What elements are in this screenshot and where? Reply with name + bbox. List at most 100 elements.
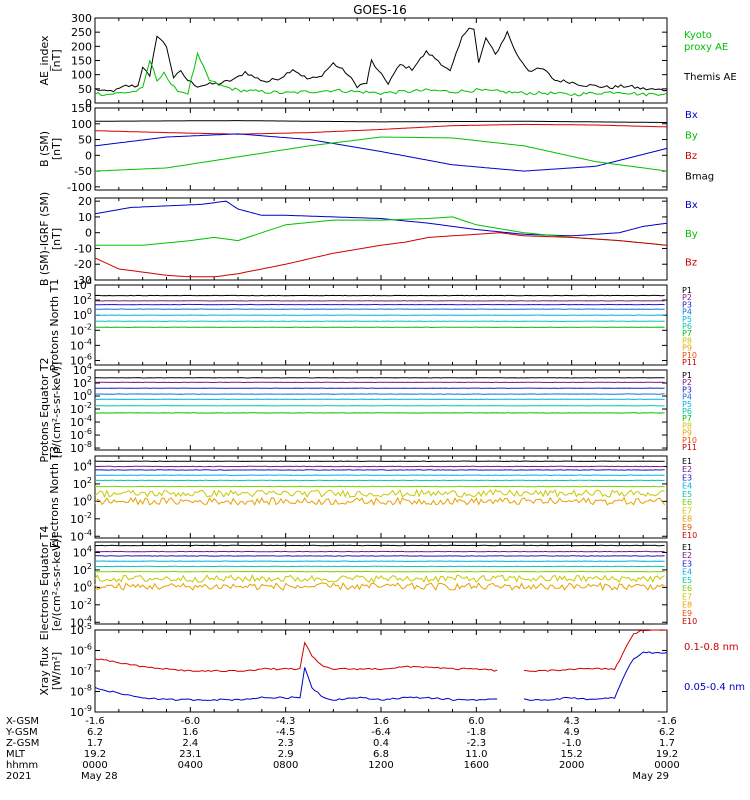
x-axis-value: 11.0	[465, 749, 487, 760]
channel-label: P3	[682, 300, 692, 309]
legend-label: Bmag	[685, 172, 714, 183]
y-tick-label: 102	[73, 375, 92, 390]
panel-frame	[94, 197, 668, 281]
y-axis-unit-label: [W/m²]	[50, 652, 63, 690]
y-tick-label: -100	[67, 181, 92, 194]
panel-8: 10-5 10-6 10-7 10-8 10-9 Xray flux [W/m²] 0.1-0…	[38, 622, 745, 719]
y-tick-label: 250	[71, 26, 92, 39]
x-axis-row-label: 2021	[6, 771, 31, 782]
series-line-by	[95, 216, 668, 246]
channel-label: E10	[682, 617, 697, 626]
channel-line-e3	[95, 555, 665, 557]
x-axis-value: 1.6	[182, 727, 198, 738]
y-tick-label: -30	[74, 274, 92, 287]
y-tick-label: 10-9	[70, 704, 92, 719]
x-axis-value: May 28	[81, 771, 118, 782]
series-line-bz	[94, 123, 668, 135]
y-axis-unit-label: [p/(cm²-s-sr-keV)]	[50, 362, 63, 459]
channel-label: E9	[682, 523, 692, 532]
x-axis-value: 1.7	[87, 738, 103, 749]
y-tick-label: 10-8	[70, 440, 92, 455]
x-axis-value: -2.3	[467, 738, 487, 749]
channel-label: E4	[682, 568, 692, 577]
y-tick-label: 150	[71, 102, 92, 115]
panel-7: 104 102 100 10-2 10-4 Electrons Equator T4 [e/…	[38, 526, 697, 641]
panel-frame	[94, 541, 668, 625]
channel-label: P3	[682, 385, 692, 394]
legend-label: Bz	[685, 151, 697, 162]
y-axis-label: Electrons North T3	[48, 446, 61, 548]
panel-3: 20 10 0 -10 -20 -30 B (SM)-IGRF (SM) [nT] Bx By Bz	[38, 192, 698, 287]
y-tick-label: 10-4	[70, 614, 92, 629]
channel-label: E1	[682, 457, 692, 466]
channel-label: P10	[682, 436, 697, 445]
channel-label: E6	[682, 584, 692, 593]
legend-label: Kyoto	[684, 30, 712, 41]
channel-label: P7	[682, 329, 692, 338]
legend-label: proxy AE	[684, 42, 728, 53]
y-tick-label: 100	[73, 579, 92, 594]
series-line-bz	[94, 232, 668, 278]
y-tick-label: 102	[73, 292, 92, 307]
y-tick-label: 10-4	[70, 337, 92, 352]
channel-label: P2	[682, 378, 692, 387]
channel-line-e8	[94, 496, 665, 506]
y-tick-label: 104	[73, 362, 92, 377]
y-tick-label: 20	[78, 195, 92, 208]
channel-line-e1	[94, 460, 665, 463]
channel-label: P11	[682, 443, 697, 452]
y-axis-unit-label: [nT]	[50, 228, 63, 250]
x-axis-value: -4.3	[276, 716, 296, 727]
channel-label: E7	[682, 592, 692, 601]
channel-label: E6	[682, 498, 692, 507]
channel-label: P9	[682, 429, 692, 438]
y-tick-label: 104	[73, 277, 92, 292]
x-axis-value: 0400	[178, 760, 203, 771]
x-axis-value: 19.2	[84, 749, 106, 760]
channel-label: E1	[682, 543, 692, 552]
series-line-0-05-0-4-nm	[94, 651, 668, 702]
channel-label: P8	[682, 421, 692, 430]
y-tick-label: 10-2	[70, 597, 92, 612]
channel-line-e3	[94, 469, 665, 471]
x-axis-table: X-GSM -1.6 -6.0 -4.3 1.6 6.0 4.3 -1.6Y-GSM 6.2 1.…	[5, 716, 680, 782]
y-tick-label: 10-8	[70, 684, 92, 699]
channel-label: P1	[682, 371, 692, 380]
y-tick-label: 10-4	[70, 414, 92, 429]
channel-label: E3	[682, 473, 692, 482]
channel-label: P4	[682, 308, 692, 317]
y-axis-unit-label: [nT]	[50, 49, 63, 71]
legend-label: 0.05-0.4 nm	[684, 682, 745, 693]
x-axis-value: 6.8	[373, 749, 389, 760]
channel-label: P9	[682, 344, 692, 353]
y-axis-label: AE_index	[38, 35, 51, 86]
channel-label: E8	[682, 601, 692, 610]
channel-label: E3	[682, 559, 692, 568]
channel-line-e7	[94, 574, 665, 584]
series-line-kyoto-proxy-ae	[94, 51, 668, 97]
x-axis-value: -1.6	[657, 716, 677, 727]
x-axis-row-label: hhmm	[6, 760, 38, 771]
channel-label: E2	[682, 465, 692, 474]
x-axis-value: 4.3	[564, 716, 580, 727]
x-axis-value: -6.4	[371, 727, 391, 738]
x-axis-row-label: Y-GSM	[5, 727, 38, 738]
y-axis-label: Protons Equator T2	[38, 357, 51, 462]
series-line-0-1-0-8-nm	[94, 629, 668, 673]
y-tick-label: 200	[71, 40, 92, 53]
x-axis-value: 2.3	[278, 738, 294, 749]
y-axis-label: B (SM)	[38, 131, 51, 167]
channel-label: P8	[682, 336, 692, 345]
x-axis-row-label: X-GSM	[6, 716, 39, 727]
y-tick-label: 0	[85, 97, 92, 110]
x-axis-value: May 29	[632, 771, 669, 782]
y-tick-label: 104	[73, 458, 92, 473]
legend-label: By	[685, 131, 698, 142]
y-tick-label: 50	[78, 83, 92, 96]
x-axis-value: 23.1	[179, 749, 201, 760]
x-axis-row-label: Z-GSM	[6, 738, 39, 749]
x-axis-value: -4.5	[276, 727, 296, 738]
x-axis-value: -6.0	[181, 716, 201, 727]
x-axis-value: -1.6	[85, 716, 105, 727]
